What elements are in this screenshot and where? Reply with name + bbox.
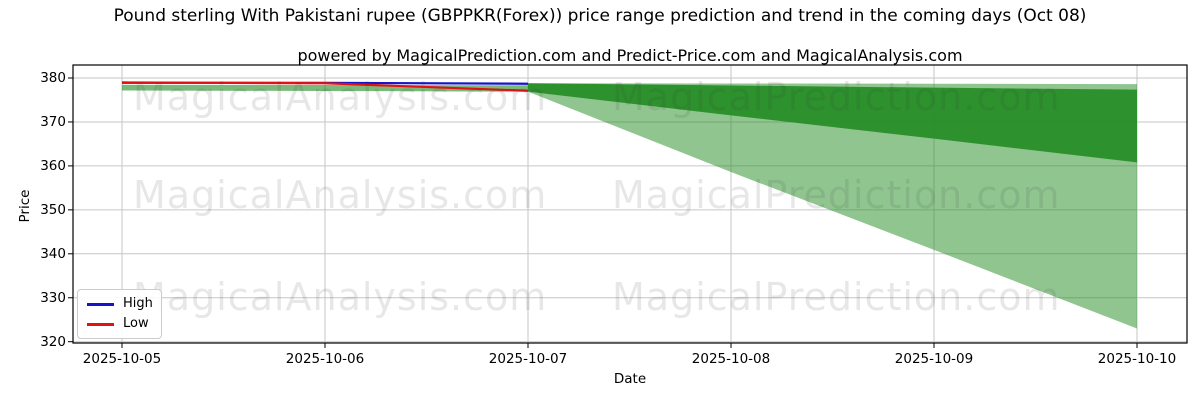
y-tick-label: 350 (40, 201, 66, 218)
y-tick-label: 320 (40, 333, 66, 350)
x-tick-label: 2025-10-06 (285, 351, 365, 367)
y-tick-label: 370 (40, 113, 66, 130)
x-tick-label: 2025-10-07 (488, 351, 568, 367)
y-tick-label: 380 (40, 70, 66, 86)
chart-subtitle: powered by MagicalPrediction.com and Pre… (297, 46, 963, 65)
chart-legend: High Low (77, 289, 162, 339)
y-tick-label: 330 (40, 289, 66, 306)
legend-label-low: Low (123, 316, 149, 331)
x-axis-label: Date (613, 371, 647, 387)
x-tick-label: 2025-10-05 (82, 351, 162, 367)
y-axis-label: Price (17, 189, 33, 223)
legend-entry-high: High (87, 296, 153, 312)
legend-label-high: High (123, 296, 153, 311)
chart-title: Pound sterling With Pakistani rupee (GBP… (113, 6, 1087, 26)
low-line-swatch (87, 322, 114, 326)
x-tick-label: 2025-10-09 (894, 351, 974, 367)
y-tick-label: 340 (40, 245, 66, 262)
legend-entry-low: Low (87, 316, 152, 332)
x-tick-label: 2025-10-08 (691, 351, 771, 367)
y-tick-label: 360 (40, 157, 66, 174)
high-line-swatch (87, 302, 114, 306)
x-tick-label: 2025-10-10 (1097, 351, 1177, 367)
